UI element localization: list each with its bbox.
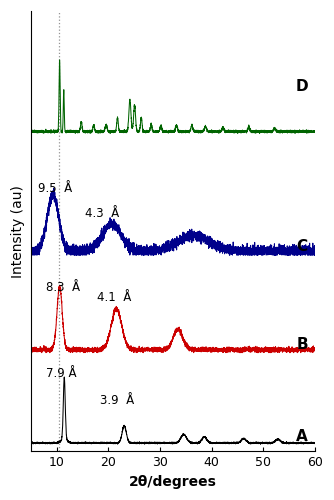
X-axis label: 2θ/degrees: 2θ/degrees	[129, 475, 217, 489]
Text: B: B	[296, 336, 308, 351]
Text: 7.9 Å: 7.9 Å	[46, 368, 77, 380]
Text: C: C	[297, 239, 308, 254]
Text: 8.3  Å: 8.3 Å	[46, 280, 80, 293]
Text: 3.9  Å: 3.9 Å	[101, 394, 135, 407]
Text: A: A	[296, 430, 308, 444]
Text: 9.5  Å: 9.5 Å	[38, 182, 73, 194]
Y-axis label: Intensity (au): Intensity (au)	[11, 185, 25, 278]
Text: 4.1  Å: 4.1 Å	[97, 292, 131, 304]
Text: 4.3  Å: 4.3 Å	[85, 206, 119, 220]
Text: D: D	[296, 79, 308, 94]
